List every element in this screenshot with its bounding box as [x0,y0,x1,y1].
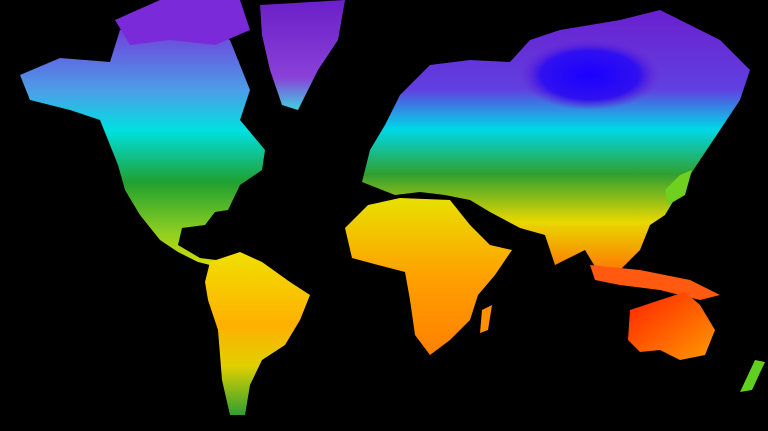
africa [345,198,512,355]
southeast-asia-islands [590,265,720,300]
new-zealand [740,360,765,392]
madagascar [480,305,492,333]
siberia-cold-core [520,40,660,110]
south-america [205,252,310,415]
greenland [260,0,345,110]
australia [628,292,715,360]
north-america [20,15,265,272]
canadian-arctic-islands [115,0,250,45]
japan [665,170,692,205]
